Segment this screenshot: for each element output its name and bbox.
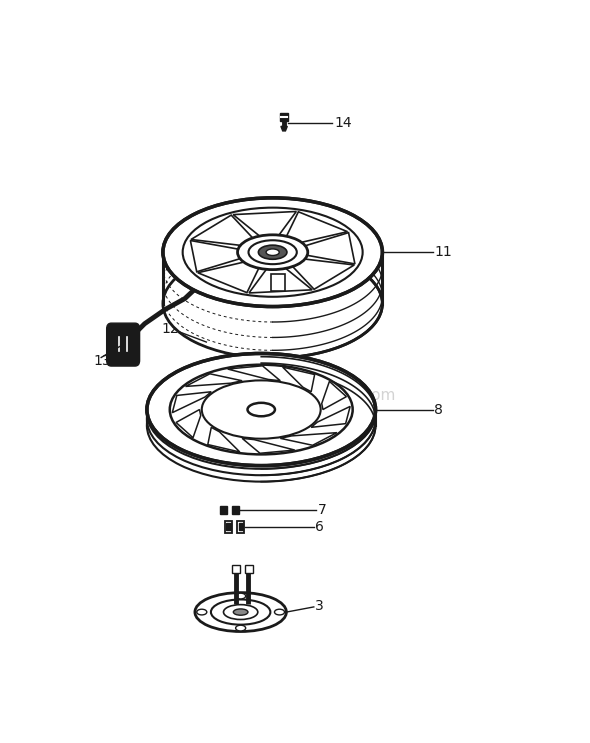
Ellipse shape [235, 625, 245, 631]
Ellipse shape [202, 380, 320, 438]
Text: 8: 8 [434, 403, 443, 417]
FancyBboxPatch shape [107, 323, 140, 366]
Ellipse shape [274, 609, 284, 615]
Polygon shape [176, 409, 201, 438]
Ellipse shape [147, 369, 375, 481]
Polygon shape [280, 432, 337, 445]
Ellipse shape [238, 235, 308, 270]
Polygon shape [172, 392, 211, 412]
Ellipse shape [266, 249, 279, 256]
Ellipse shape [170, 365, 353, 455]
Text: 13: 13 [93, 354, 110, 369]
Polygon shape [232, 506, 240, 514]
Polygon shape [208, 427, 240, 452]
Ellipse shape [163, 250, 382, 358]
Polygon shape [245, 565, 253, 573]
Text: 3: 3 [315, 599, 324, 613]
Polygon shape [239, 523, 243, 531]
Polygon shape [311, 406, 350, 427]
Text: 11: 11 [434, 245, 452, 259]
Ellipse shape [147, 354, 375, 466]
Polygon shape [293, 259, 354, 289]
Polygon shape [283, 367, 314, 392]
Text: 7: 7 [317, 503, 326, 517]
Polygon shape [185, 374, 242, 386]
Polygon shape [305, 233, 355, 264]
Polygon shape [242, 438, 295, 453]
Ellipse shape [163, 198, 382, 307]
Ellipse shape [248, 240, 297, 265]
Ellipse shape [258, 245, 287, 259]
Ellipse shape [147, 357, 375, 469]
Polygon shape [220, 506, 227, 514]
Polygon shape [281, 126, 287, 131]
Ellipse shape [235, 593, 245, 599]
Polygon shape [273, 198, 382, 358]
Polygon shape [225, 521, 232, 533]
Text: 12: 12 [161, 322, 179, 336]
Ellipse shape [211, 600, 270, 625]
Polygon shape [287, 212, 348, 242]
Ellipse shape [147, 363, 375, 476]
Polygon shape [191, 215, 253, 245]
Polygon shape [322, 381, 346, 409]
Polygon shape [237, 521, 244, 533]
Ellipse shape [233, 609, 248, 615]
Polygon shape [191, 241, 240, 272]
Polygon shape [233, 212, 296, 236]
Ellipse shape [196, 609, 207, 615]
FancyBboxPatch shape [280, 113, 288, 120]
FancyBboxPatch shape [271, 273, 285, 291]
Polygon shape [232, 565, 240, 573]
Text: 6: 6 [315, 520, 324, 533]
Polygon shape [163, 198, 273, 358]
Ellipse shape [224, 605, 258, 620]
Polygon shape [227, 523, 231, 531]
Text: eReplacementParts.com: eReplacementParts.com [209, 388, 395, 403]
Polygon shape [198, 262, 259, 293]
Text: 14: 14 [335, 116, 352, 130]
Ellipse shape [247, 403, 275, 416]
Polygon shape [228, 366, 280, 380]
Ellipse shape [195, 593, 286, 632]
Polygon shape [249, 268, 312, 293]
